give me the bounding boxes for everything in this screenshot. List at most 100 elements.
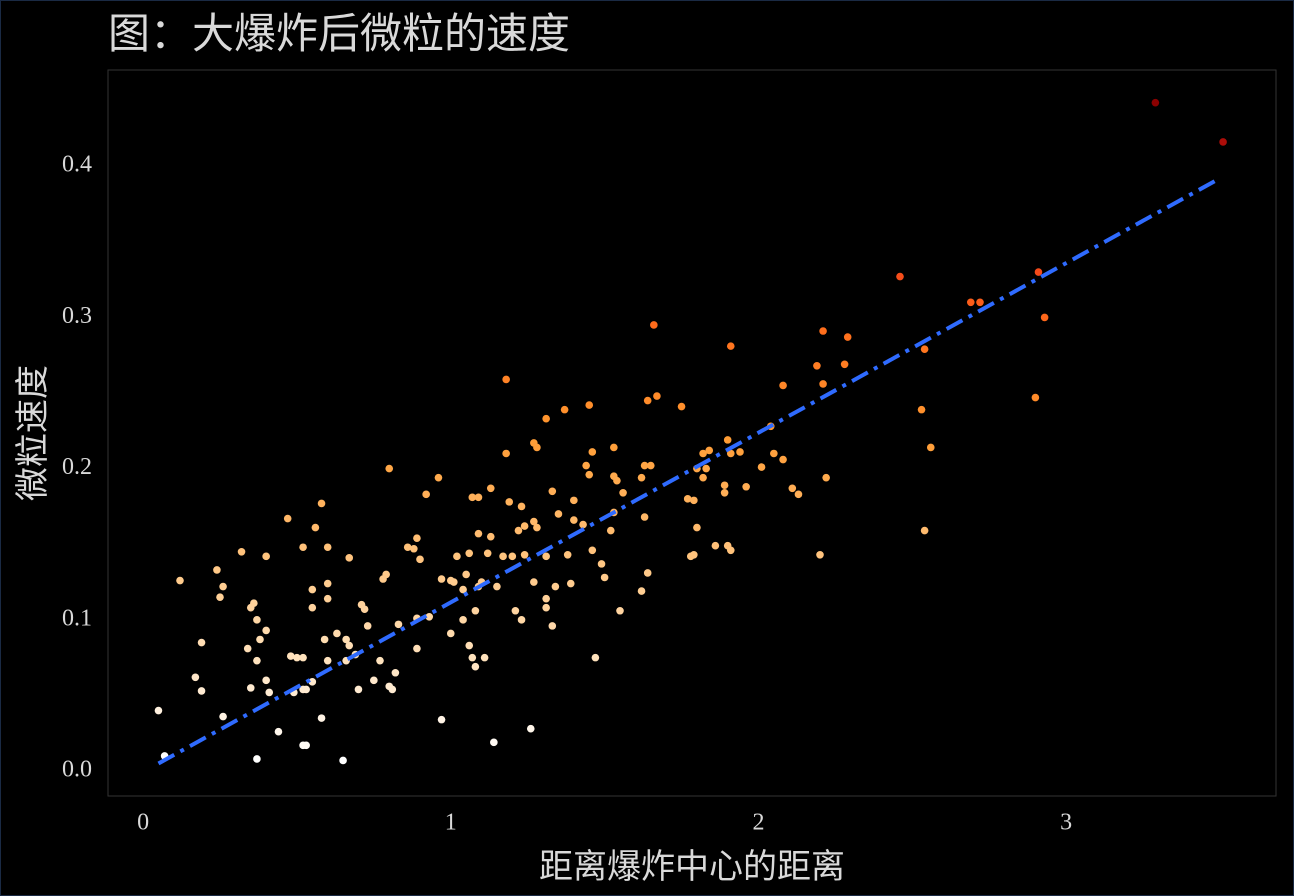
scatter-point <box>560 405 569 414</box>
y-tick-label: 0.3 <box>62 303 92 329</box>
scatter-point <box>822 473 830 482</box>
scatter-point <box>502 375 510 384</box>
x-tick-label: 1 <box>445 810 457 836</box>
scatter-point <box>705 446 714 455</box>
scatter-point <box>554 510 563 518</box>
scatter-point <box>256 635 264 644</box>
plot-frame <box>107 69 1277 797</box>
scatter-point <box>388 685 397 694</box>
scatter-point <box>690 551 698 559</box>
scatter-point <box>976 298 984 307</box>
scatter-point <box>360 605 369 614</box>
scatter-point <box>154 706 163 715</box>
scatter-point <box>640 461 649 470</box>
scatter-point <box>582 461 590 470</box>
fit-line <box>157 176 1221 766</box>
scatter-point <box>813 361 821 370</box>
scatter-point <box>299 543 307 552</box>
scatter-point <box>265 688 274 697</box>
scatter-point <box>650 321 658 329</box>
scatter-point <box>197 638 206 647</box>
scatter-point <box>490 738 498 747</box>
scatter-point <box>699 449 707 458</box>
scatter-point <box>726 449 735 458</box>
y-tick-label: 0.0 <box>62 757 92 783</box>
scatter-point <box>542 414 550 423</box>
scatter-point <box>468 493 477 502</box>
scatter-point <box>511 606 520 615</box>
scatter-point <box>274 727 283 736</box>
scatter-point <box>726 546 735 555</box>
scatter-point <box>770 449 778 458</box>
scatter-point <box>425 613 434 621</box>
scatter-point <box>533 523 541 532</box>
scatter-point <box>1219 138 1227 146</box>
scatter-point <box>566 579 575 588</box>
scatter-point <box>446 629 455 638</box>
scatter-point <box>619 489 627 497</box>
scatter-point <box>693 523 701 532</box>
scatter-point <box>779 381 787 390</box>
scatter-point <box>342 635 350 644</box>
scatter-point <box>471 606 480 615</box>
scatter-point <box>920 345 929 353</box>
scatter-point <box>253 755 261 763</box>
scatter-point <box>459 616 467 624</box>
scatter-point <box>462 570 470 579</box>
chart-title: 图：大爆炸后微粒的速度 <box>108 12 570 58</box>
scatter-point <box>757 463 766 471</box>
scatter-point <box>486 532 495 541</box>
scatter-point <box>308 603 317 612</box>
scatter-point <box>548 487 557 496</box>
scatter-point <box>542 594 550 603</box>
scatter-point <box>840 360 849 369</box>
scatter-point <box>465 549 474 558</box>
scatter-point <box>637 473 646 482</box>
scatter-point <box>517 502 526 511</box>
scatter-point <box>819 380 827 388</box>
scatter-point <box>403 543 412 552</box>
scatter-point <box>723 436 732 444</box>
scatter-point <box>339 756 347 765</box>
scatter-point <box>643 569 652 577</box>
scatter-point <box>548 622 557 630</box>
scatter-point <box>726 342 735 350</box>
scatter-point <box>320 635 329 644</box>
y-axis-label: 微粒速度 <box>14 365 52 501</box>
scatter-point <box>591 653 600 662</box>
scatter-point <box>437 715 446 724</box>
y-tick-label: 0.1 <box>62 605 92 631</box>
scatter-point <box>736 448 744 456</box>
scatter-point <box>779 455 787 464</box>
scatter-point <box>616 606 624 615</box>
scatter-point <box>434 473 443 482</box>
scatter-point <box>520 522 529 530</box>
scatter-point <box>299 653 307 662</box>
scatter-point <box>308 678 317 686</box>
scatter-point <box>683 495 692 503</box>
scatter-point <box>653 392 661 400</box>
scatter-point <box>486 484 495 493</box>
x-tick-label: 3 <box>1060 810 1072 836</box>
scatter-point <box>563 551 572 559</box>
scatter-point <box>508 552 517 561</box>
scatter-point <box>317 714 326 722</box>
scatter-point <box>262 676 270 685</box>
scatter-point <box>216 593 224 601</box>
scatter-point <box>468 653 477 662</box>
scatter-point <box>253 656 261 665</box>
scatter-point <box>606 526 615 535</box>
scatter-point <box>293 653 301 662</box>
scatter-point <box>570 496 578 505</box>
scatter-point <box>533 443 541 452</box>
scatter-point <box>502 449 510 458</box>
scatter-point <box>333 629 341 638</box>
scatter-point <box>471 662 480 671</box>
scatter-point <box>416 555 424 564</box>
scatter-point <box>213 566 221 574</box>
scatter-point <box>302 685 310 694</box>
scatter-point <box>643 396 652 405</box>
scatter-point <box>237 547 246 556</box>
scatter-point <box>610 443 618 452</box>
